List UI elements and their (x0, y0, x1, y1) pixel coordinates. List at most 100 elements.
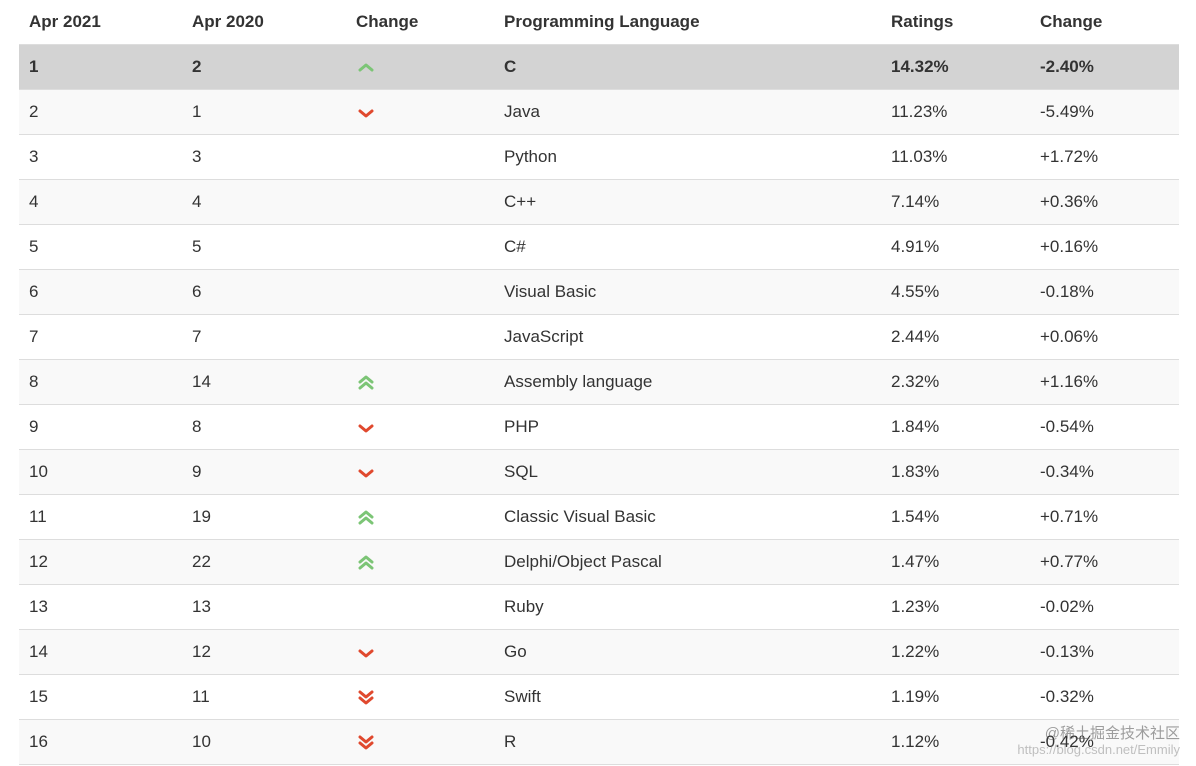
rank-2021: 5 (29, 237, 39, 256)
language-name: Java (504, 102, 540, 121)
language-name: JavaScript (504, 327, 584, 346)
language-name: C# (504, 237, 526, 256)
double-arrow-up-icon (358, 375, 374, 390)
language-name: C (504, 57, 517, 76)
rank-2020: 22 (192, 552, 211, 571)
change-value: +0.77% (1040, 552, 1099, 571)
double-arrow-up-icon (358, 555, 374, 570)
rank-2021: 4 (29, 192, 39, 211)
rank-2020: 19 (192, 507, 211, 526)
table-row: 2 1 Java 11.23% -5.49% (19, 90, 1179, 135)
rank-2020: 2 (192, 57, 202, 76)
table-row: 16 10 R 1.12% -0.42% (19, 720, 1179, 765)
rank-2020: 4 (192, 192, 202, 211)
rank-2021: 2 (29, 102, 39, 121)
table-row: 7 7 JavaScript 2.44% +0.06% (19, 315, 1179, 360)
table-row: 11 19 Classic Visual Basic 1.54% +0.71% (19, 495, 1179, 540)
language-name: Go (504, 642, 527, 661)
double-arrow-down-icon (358, 735, 374, 750)
rating-value: 1.19% (891, 687, 940, 706)
change-value: +0.06% (1040, 327, 1099, 346)
change-value: +0.71% (1040, 507, 1099, 526)
arrow-down-icon (358, 649, 374, 658)
rating-value: 14.32% (891, 57, 949, 76)
language-name: Assembly language (504, 372, 653, 391)
watermark-main: @稀土掘金技术社区 (1044, 725, 1180, 742)
header-ratings[interactable]: Ratings (891, 12, 954, 31)
table-body: 1 2 C 14.32% -2.40% 2 1 Java 11.23% -5.49% 3 3 Pytho… (19, 45, 1179, 765)
rank-2020: 5 (192, 237, 202, 256)
rank-2021: 8 (29, 372, 39, 391)
rank-2020: 10 (192, 732, 211, 751)
header-change-icon[interactable]: Change (356, 12, 419, 31)
table-row: 3 3 Python 11.03% +1.72% (19, 135, 1179, 180)
tiobe-index-table: Apr 2021 Apr 2020 Change Programming Lan… (19, 0, 1179, 765)
rank-2021: 16 (29, 732, 48, 751)
change-value: +1.72% (1040, 147, 1099, 166)
rank-2021: 13 (29, 597, 48, 616)
rating-value: 1.47% (891, 552, 940, 571)
rank-2021: 11 (29, 507, 47, 526)
header-programming-language[interactable]: Programming Language (504, 12, 700, 31)
rank-2021: 7 (29, 327, 39, 346)
table-row: 5 5 C# 4.91% +0.16% (19, 225, 1179, 270)
change-value: -0.34% (1040, 462, 1094, 481)
rank-2021: 9 (29, 417, 39, 436)
table-row: 12 22 Delphi/Object Pascal 1.47% +0.77% (19, 540, 1179, 585)
table-row: 15 11 Swift 1.19% -0.32% (19, 675, 1179, 720)
rank-2021: 14 (29, 642, 48, 661)
table-row: 6 6 Visual Basic 4.55% -0.18% (19, 270, 1179, 315)
double-arrow-up-icon (358, 510, 374, 525)
table-header: Apr 2021 Apr 2020 Change Programming Lan… (19, 0, 1179, 45)
table-row: 8 14 Assembly language 2.32% +1.16% (19, 360, 1179, 405)
language-name: Classic Visual Basic (504, 507, 656, 526)
rank-2021: 1 (29, 57, 39, 76)
table-row: 1 2 C 14.32% -2.40% (19, 45, 1179, 90)
rank-2020: 7 (192, 327, 202, 346)
rank-2020: 6 (192, 282, 202, 301)
rating-value: 1.22% (891, 642, 940, 661)
rating-value: 1.23% (891, 597, 940, 616)
header-apr-2020[interactable]: Apr 2020 (192, 12, 264, 31)
rating-value: 7.14% (891, 192, 940, 211)
rank-2020: 14 (192, 372, 211, 391)
header-apr-2021[interactable]: Apr 2021 (29, 12, 101, 31)
rating-value: 1.83% (891, 462, 940, 481)
rank-2020: 12 (192, 642, 211, 661)
change-value: -0.18% (1040, 282, 1094, 301)
rating-value: 2.44% (891, 327, 940, 346)
language-name: Python (504, 147, 557, 166)
rating-value: 1.84% (891, 417, 940, 436)
table-row: 13 13 Ruby 1.23% -0.02% (19, 585, 1179, 630)
change-value: -0.02% (1040, 597, 1094, 616)
rank-2020: 1 (192, 102, 202, 121)
language-name: Ruby (504, 597, 544, 616)
change-value: +0.36% (1040, 192, 1099, 211)
double-arrow-down-icon (358, 690, 374, 705)
table-row: 14 12 Go 1.22% -0.13% (19, 630, 1179, 675)
watermark-sub: https://blog.csdn.net/Emmily (1017, 742, 1180, 757)
rank-2021: 12 (29, 552, 48, 571)
rating-value: 2.32% (891, 372, 940, 391)
header-change[interactable]: Change (1040, 12, 1103, 31)
rank-2021: 3 (29, 147, 39, 166)
change-value: -2.40% (1040, 57, 1094, 76)
arrow-down-icon (358, 109, 374, 118)
rank-2021: 15 (29, 687, 48, 706)
rating-value: 1.54% (891, 507, 940, 526)
watermark: @稀土掘金技术社区 https://blog.csdn.net/Emmily (1017, 726, 1180, 758)
rank-2020: 11 (192, 687, 210, 706)
table-row: 9 8 PHP 1.84% -0.54% (19, 405, 1179, 450)
change-value: +0.16% (1040, 237, 1099, 256)
language-name: Visual Basic (504, 282, 597, 301)
rating-value: 1.12% (891, 732, 940, 751)
change-value: -0.54% (1040, 417, 1094, 436)
language-name: R (504, 732, 517, 751)
language-name: Swift (504, 687, 541, 706)
rating-value: 11.03% (891, 147, 948, 166)
rating-value: 4.91% (891, 237, 940, 256)
arrow-down-icon (358, 469, 374, 478)
change-value: -0.32% (1040, 687, 1094, 706)
rating-value: 11.23% (891, 102, 948, 121)
arrow-up-icon (358, 63, 374, 72)
